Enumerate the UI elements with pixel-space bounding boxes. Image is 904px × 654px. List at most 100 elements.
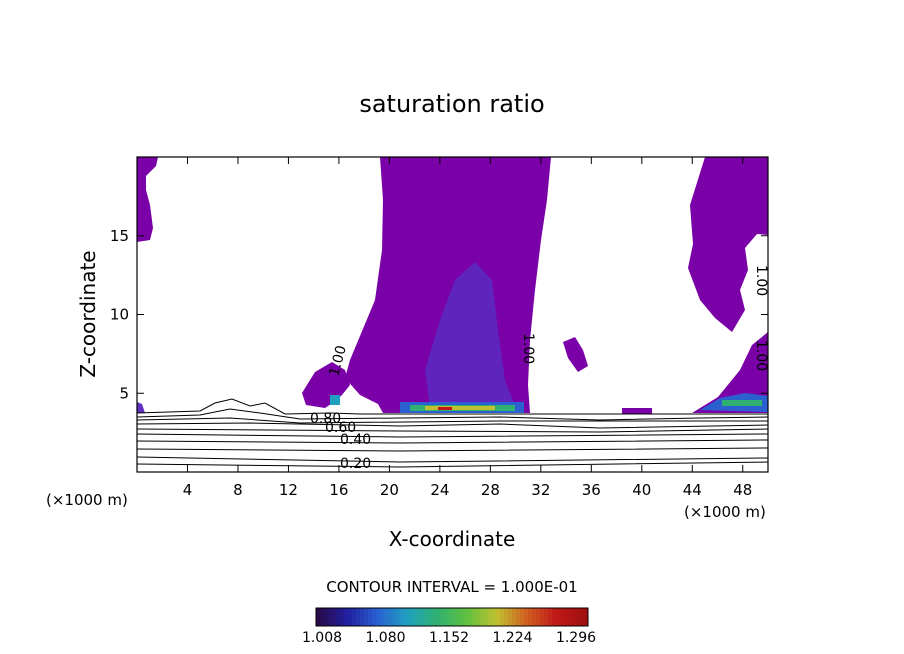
colorbar-cell bbox=[484, 608, 489, 626]
contour-label: 0.60 bbox=[325, 420, 356, 436]
colorbar-tick-label: 1.224 bbox=[492, 630, 532, 646]
colorbar-cell bbox=[372, 608, 377, 626]
y-tick-label: 10 bbox=[110, 306, 129, 324]
colorbar-cell bbox=[560, 608, 565, 626]
supersat-region-right-low bbox=[692, 332, 768, 413]
colorbar-cell bbox=[356, 608, 361, 626]
colorbar-cell bbox=[488, 608, 493, 626]
x-tick-label: 32 bbox=[531, 481, 550, 499]
contour-line bbox=[136, 408, 769, 421]
colorbar-cell bbox=[524, 608, 529, 626]
colorbar-cell bbox=[388, 608, 393, 626]
colorbar-cell bbox=[352, 608, 357, 626]
chart-title: saturation ratio bbox=[359, 90, 544, 118]
colorbar-cell bbox=[572, 608, 577, 626]
colorbar-cell bbox=[400, 608, 405, 626]
colorbar-cell bbox=[556, 608, 561, 626]
contour-line bbox=[136, 428, 769, 433]
colorbar-tick-label: 1.008 bbox=[302, 630, 342, 646]
supersat-region-right-top bbox=[688, 157, 768, 332]
x-axis: 4 8 12 16 20 24 28 32 36 40 44 48 bbox=[183, 157, 752, 499]
colorbar-cell bbox=[568, 608, 573, 626]
colorbar-cell bbox=[528, 608, 533, 626]
colorbar-cell bbox=[404, 608, 409, 626]
colorbar-cell bbox=[544, 608, 549, 626]
x-tick-label: 24 bbox=[430, 481, 449, 499]
colorbar-cell bbox=[332, 608, 337, 626]
x-tick-label: 28 bbox=[481, 481, 500, 499]
contour-line bbox=[136, 456, 769, 463]
colorbar-cell bbox=[584, 608, 589, 626]
colorbar-frame bbox=[315, 607, 589, 627]
colorbar-cell bbox=[396, 608, 401, 626]
colorbar-cell bbox=[424, 608, 429, 626]
colorbar-cell bbox=[348, 608, 353, 626]
supersat-region-small-patch bbox=[563, 337, 588, 372]
colorbar-cell bbox=[548, 608, 553, 626]
contour-line bbox=[136, 417, 768, 424]
supersat-region-thin-strip bbox=[622, 408, 652, 414]
colorbar-cell bbox=[508, 608, 513, 626]
colorbar: 1.008 1.080 1.152 1.224 1.296 bbox=[302, 607, 596, 646]
colorbar-cell bbox=[340, 608, 345, 626]
contour-line bbox=[136, 439, 769, 444]
saturation-core-left-plume bbox=[330, 395, 340, 405]
colorbar-cell bbox=[436, 608, 441, 626]
x-tick-label: 40 bbox=[632, 481, 651, 499]
saturation-core-right-green bbox=[722, 400, 762, 406]
colorbar-cell bbox=[428, 608, 433, 626]
contour-line bbox=[136, 461, 769, 468]
contour-line bbox=[136, 447, 769, 452]
contour-label: 0.20 bbox=[340, 456, 371, 472]
saturation-core-band-red bbox=[438, 407, 452, 410]
colorbar-cell bbox=[580, 608, 585, 626]
colorbar-cell bbox=[408, 608, 413, 626]
colorbar-tick-label: 1.296 bbox=[556, 630, 596, 646]
colorbar-cell bbox=[440, 608, 445, 626]
colorbar-cell bbox=[420, 608, 425, 626]
colorbar-cell bbox=[492, 608, 497, 626]
y-axis-label: Z-coordinate bbox=[76, 250, 100, 377]
y-tick-label: 5 bbox=[119, 384, 129, 402]
contour-line bbox=[136, 398, 768, 415]
colorbar-tick-label: 1.152 bbox=[429, 630, 469, 646]
supersat-region-left-top bbox=[137, 157, 158, 242]
colorbar-cell bbox=[476, 608, 481, 626]
colorbar-cell bbox=[392, 608, 397, 626]
x-tick-label: 12 bbox=[279, 481, 298, 499]
colorbar-cell bbox=[336, 608, 341, 626]
colorbar-cell bbox=[480, 608, 485, 626]
contour-line bbox=[136, 433, 769, 438]
colorbar-cell bbox=[456, 608, 461, 626]
colorbar-cell bbox=[536, 608, 541, 626]
colorbar-cell bbox=[432, 608, 437, 626]
colorbar-cell bbox=[552, 608, 557, 626]
contour-label: 0.40 bbox=[340, 432, 371, 448]
colorbar-cell bbox=[516, 608, 521, 626]
saturation-core-central bbox=[425, 262, 515, 408]
colorbar-cell bbox=[520, 608, 525, 626]
colorbar-cell bbox=[512, 608, 517, 626]
x-tick-label: 48 bbox=[733, 481, 752, 499]
x-tick-label: 44 bbox=[683, 481, 702, 499]
contour-lines bbox=[136, 398, 769, 468]
colorbar-cell bbox=[360, 608, 365, 626]
contour-line bbox=[136, 422, 769, 429]
colorbar-cell bbox=[316, 608, 321, 626]
saturation-core-band-yellow bbox=[425, 406, 495, 410]
colorbar-cell bbox=[472, 608, 477, 626]
x-tick-label: 20 bbox=[380, 481, 399, 499]
colorbar-cell bbox=[504, 608, 509, 626]
colorbar-cell bbox=[496, 608, 501, 626]
colorbar-cell bbox=[320, 608, 325, 626]
colorbar-tick-label: 1.080 bbox=[365, 630, 405, 646]
colorbar-cell bbox=[344, 608, 349, 626]
contour-label: 1.00 bbox=[520, 333, 536, 364]
x-unit-label-right: (×1000 m) bbox=[684, 503, 766, 521]
colorbar-cell bbox=[328, 608, 333, 626]
colorbar-cell bbox=[532, 608, 537, 626]
x-tick-label: 36 bbox=[582, 481, 601, 499]
colorbar-cell bbox=[448, 608, 453, 626]
colorbar-cell bbox=[452, 608, 457, 626]
